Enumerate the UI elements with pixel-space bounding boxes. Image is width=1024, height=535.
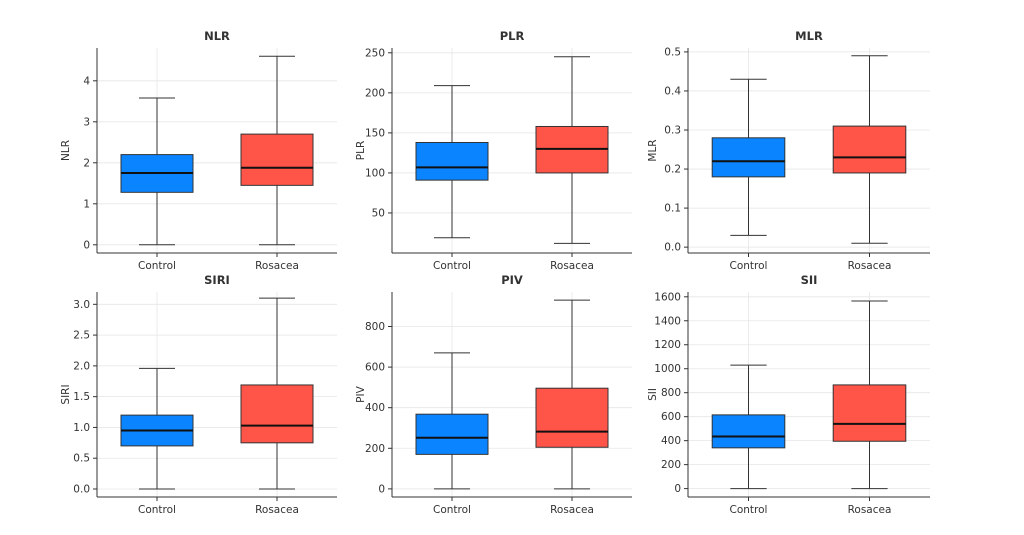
boxplot-control: [711, 78, 786, 236]
x-tick-label-rosacea: Rosacea: [255, 504, 299, 516]
y-tick-label: 0: [674, 483, 681, 495]
y-tick-label: 2.0: [73, 360, 90, 372]
panel-plr: 50 100 150 200 250 Control Rosacea PLR PLR: [355, 29, 632, 272]
y-tick-label: 1.5: [73, 391, 90, 403]
y-tick-label: 0: [83, 239, 90, 251]
y-tick-label: 2: [83, 157, 90, 169]
y-axis-label: PLR: [355, 141, 367, 160]
y-tick-label: 0.1: [664, 203, 681, 215]
panel-sii: 0 200 400 600 800 1000 1200 1400 1600 Control Rosa…: [647, 273, 930, 516]
panel-mlr: 0.0 0.1 0.2 0.3 0.4 0.5 Control Rosacea MLR MLR: [647, 29, 930, 272]
y-axis-label: SIRI: [60, 384, 72, 404]
y-tick-label: 1000: [654, 363, 681, 375]
box-iqr: [240, 384, 314, 444]
boxplot-control: [415, 352, 489, 490]
x-tick-label-control: Control: [730, 504, 768, 516]
boxplot-rosacea: [832, 55, 907, 244]
y-tick-label: 2.5: [73, 330, 90, 342]
y-tick-label: 0.3: [664, 125, 681, 137]
y-tick-label: 1600: [654, 291, 681, 303]
y-tick-label: 0.0: [73, 483, 90, 495]
box-iqr: [832, 384, 907, 442]
x-tick-label-control: Control: [138, 504, 176, 516]
y-tick-label: 250: [365, 47, 385, 59]
panel-nlr: 0 1 2 3 4 Control Rosacea NLR NLR: [60, 29, 337, 272]
boxplot-control: [711, 364, 786, 490]
y-tick-label: 400: [661, 435, 681, 447]
y-tick-label: 100: [365, 167, 385, 179]
x-tick-label-control: Control: [433, 260, 471, 272]
y-tick-label: 800: [365, 321, 385, 333]
box-iqr: [415, 413, 489, 455]
box-iqr: [240, 133, 314, 186]
x-tick-label-rosacea: Rosacea: [848, 504, 892, 516]
x-tick-label-control: Control: [730, 260, 768, 272]
boxplot-control: [120, 97, 194, 246]
chart-title: NLR: [204, 29, 230, 43]
y-tick-label: 3: [83, 116, 90, 128]
y-tick-label: 1.0: [73, 422, 90, 434]
y-tick-label: 1200: [654, 339, 681, 351]
chart-title: PIV: [501, 273, 523, 287]
chart-title: SIRI: [204, 273, 230, 287]
y-tick-label: 0.5: [664, 46, 681, 58]
boxplot-rosacea: [240, 297, 314, 490]
box-iqr: [711, 137, 786, 178]
box-iqr: [711, 414, 786, 449]
y-tick-label: 1400: [654, 315, 681, 327]
y-axis-label: MLR: [647, 139, 659, 161]
y-tick-label: 0.0: [664, 242, 681, 254]
x-tick-label-control: Control: [433, 504, 471, 516]
y-tick-label: 800: [661, 387, 681, 399]
panel-piv: 0 200 400 600 800 Control Rosacea PIV PIV: [355, 273, 632, 516]
y-tick-label: 150: [365, 127, 385, 139]
y-tick-label: 0.2: [664, 164, 681, 176]
box-iqr: [832, 125, 907, 174]
boxplot-control: [120, 367, 194, 490]
boxplot-rosacea: [832, 300, 907, 490]
y-tick-label: 200: [365, 443, 385, 455]
boxplot-rosacea: [240, 55, 314, 246]
y-tick-label: 50: [372, 207, 385, 219]
y-tick-label: 600: [365, 362, 385, 374]
x-tick-label-control: Control: [138, 260, 176, 272]
chart-title: MLR: [795, 29, 823, 43]
y-tick-label: 200: [661, 459, 681, 471]
y-tick-label: 4: [83, 75, 90, 87]
y-axis-label: PIV: [355, 385, 367, 402]
boxplot-rosacea: [535, 299, 609, 490]
panel-siri: 0.0 0.5 1.0 1.5 2.0 2.5 3.0 Control Rosacea SIRI S…: [60, 273, 337, 516]
x-tick-label-rosacea: Rosacea: [255, 260, 299, 272]
y-tick-label: 1: [83, 198, 90, 210]
y-tick-label: 0: [378, 483, 385, 495]
y-axis-label: SII: [647, 388, 659, 401]
y-tick-label: 0.4: [664, 85, 681, 97]
box-iqr: [535, 387, 609, 448]
box-iqr: [415, 141, 489, 181]
y-tick-label: 600: [661, 411, 681, 423]
y-tick-label: 400: [365, 402, 385, 414]
chart-title: PLR: [500, 29, 525, 43]
y-tick-label: 0.5: [73, 453, 90, 465]
y-axis-label: NLR: [60, 140, 72, 161]
y-tick-label: 200: [365, 87, 385, 99]
x-tick-label-rosacea: Rosacea: [550, 260, 594, 272]
x-tick-label-rosacea: Rosacea: [550, 504, 594, 516]
x-tick-label-rosacea: Rosacea: [848, 260, 892, 272]
boxplot-rosacea: [535, 56, 609, 244]
y-tick-label: 3.0: [73, 299, 90, 311]
boxplot-control: [415, 85, 489, 239]
chart-title: SII: [801, 273, 818, 287]
